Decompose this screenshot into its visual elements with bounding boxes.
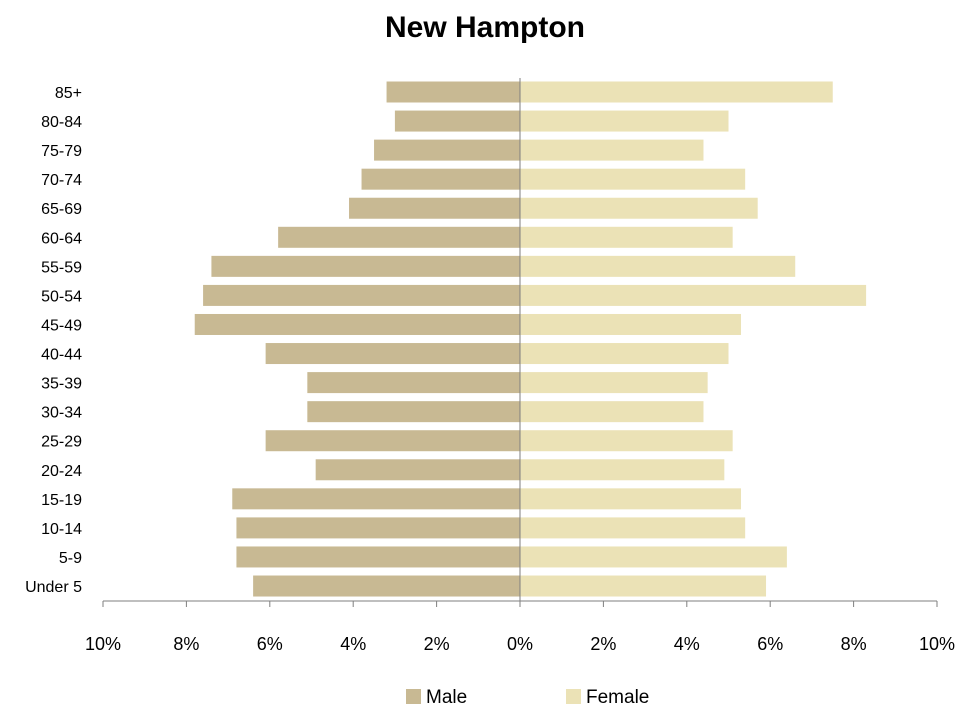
bars-group <box>194 81 867 597</box>
category-label-75-79: 75-79 <box>41 143 82 160</box>
bar-male-35-39 <box>307 372 520 394</box>
x-tick-label: 10% <box>85 634 121 654</box>
bar-male-40-44 <box>265 343 520 365</box>
legend-label-female: Female <box>586 687 649 708</box>
legend: Male Female <box>406 687 649 708</box>
bar-female-under-5 <box>520 575 767 597</box>
bar-female-55-59 <box>520 255 796 277</box>
legend-label-male: Male <box>426 687 467 708</box>
category-label-15-19: 15-19 <box>41 492 82 509</box>
category-label-65-69: 65-69 <box>41 201 82 218</box>
category-label-40-44: 40-44 <box>41 347 82 364</box>
bar-male-15-19 <box>232 488 520 510</box>
bar-female-65-69 <box>520 197 758 219</box>
x-axis: 10% 8% 6% 4% 2% 0% 2% 4% 6% 8% 10% <box>85 600 955 654</box>
bar-female-25-29 <box>520 430 733 452</box>
category-label-25-29: 25-29 <box>41 434 82 451</box>
bar-male-30-34 <box>307 401 520 423</box>
x-tick-label: 0% <box>507 634 533 654</box>
bar-male-75-79 <box>374 139 520 161</box>
bar-female-15-19 <box>520 488 742 510</box>
bar-female-50-54 <box>520 284 867 306</box>
category-label-under-5: Under 5 <box>25 579 82 596</box>
category-label-20-24: 20-24 <box>41 463 82 480</box>
category-label-80-84: 80-84 <box>41 114 82 131</box>
bar-female-60-64 <box>520 226 733 248</box>
category-label-55-59: 55-59 <box>41 259 82 276</box>
category-label-30-34: 30-34 <box>41 405 82 422</box>
bar-female-20-24 <box>520 459 725 481</box>
x-tick-label: 6% <box>757 634 783 654</box>
bar-female-35-39 <box>520 372 708 394</box>
bar-male-85- <box>386 81 520 103</box>
category-label-70-74: 70-74 <box>41 172 82 189</box>
x-tick-label: 4% <box>674 634 700 654</box>
bar-male-55-59 <box>211 255 521 277</box>
category-label-10-14: 10-14 <box>41 521 82 538</box>
bar-female-45-49 <box>520 313 742 335</box>
category-label-50-54: 50-54 <box>41 288 82 305</box>
bar-male-under-5 <box>253 575 520 597</box>
bar-female-80-84 <box>520 110 729 132</box>
bar-male-20-24 <box>315 459 520 481</box>
legend-swatch-female <box>566 689 581 704</box>
x-tick-label: 8% <box>841 634 867 654</box>
category-label-35-39: 35-39 <box>41 376 82 393</box>
category-label-5-9: 5-9 <box>59 550 82 567</box>
chart-title: New Hampton <box>385 11 585 44</box>
bar-male-80-84 <box>394 110 520 132</box>
bar-female-85- <box>520 81 833 103</box>
bar-male-50-54 <box>203 284 520 306</box>
bar-female-75-79 <box>520 139 704 161</box>
bar-male-25-29 <box>265 430 520 452</box>
bar-female-30-34 <box>520 401 704 423</box>
category-labels: Under 5 5-9 10-14 15-19 20-24 25-29 30-34 35-39… <box>25 85 82 596</box>
category-label-85-: 85+ <box>55 85 82 102</box>
bar-female-5-9 <box>520 546 787 568</box>
bar-female-70-74 <box>520 168 746 190</box>
x-tick-label: 10% <box>919 634 955 654</box>
x-tick-label: 2% <box>590 634 616 654</box>
bar-male-60-64 <box>278 226 520 248</box>
bar-male-70-74 <box>361 168 520 190</box>
bar-male-10-14 <box>236 517 520 539</box>
bar-male-65-69 <box>349 197 520 219</box>
bar-female-10-14 <box>520 517 746 539</box>
x-tick-label: 8% <box>173 634 199 654</box>
x-tick-label: 4% <box>340 634 366 654</box>
bar-male-45-49 <box>194 313 521 335</box>
x-tick-label: 2% <box>424 634 450 654</box>
x-tick-label: 6% <box>257 634 283 654</box>
category-label-60-64: 60-64 <box>41 230 82 247</box>
bar-male-5-9 <box>236 546 520 568</box>
legend-swatch-male <box>406 689 421 704</box>
category-label-45-49: 45-49 <box>41 317 82 334</box>
bar-female-40-44 <box>520 343 729 365</box>
